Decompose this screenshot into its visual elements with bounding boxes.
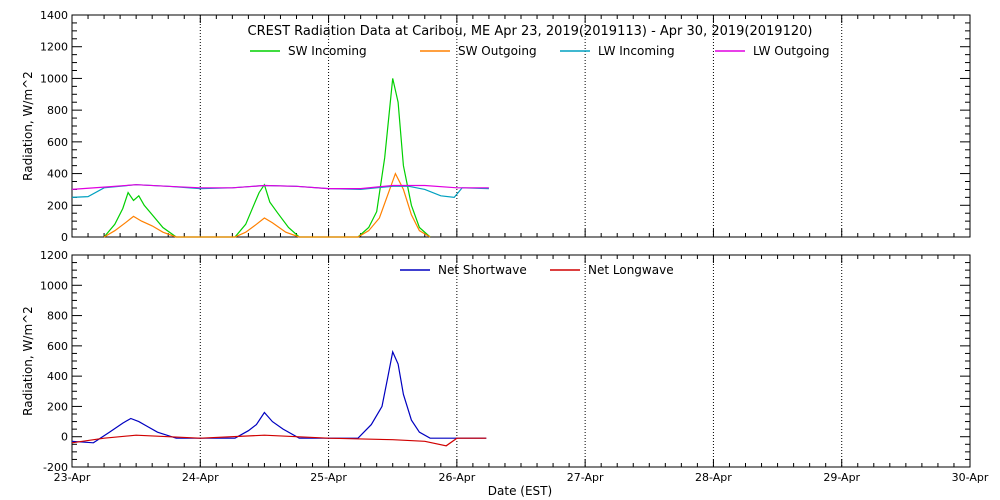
series-line-lw-incoming xyxy=(71,184,489,199)
x-tick-label: 24-Apr xyxy=(182,471,219,484)
x-tick-label: 23-Apr xyxy=(54,471,91,484)
series-line-lw-outgoing xyxy=(71,184,489,190)
legend-label: SW Incoming xyxy=(288,44,367,58)
x-tick-label: 26-Apr xyxy=(438,471,475,484)
x-axis-label: Date (EST) xyxy=(488,484,552,498)
y-tick-label: -200 xyxy=(43,461,68,474)
y-tick-label: 1200 xyxy=(40,249,68,262)
y-tick-label: 400 xyxy=(47,370,68,383)
x-tick-label: 29-Apr xyxy=(823,471,860,484)
y-tick-label: 0 xyxy=(61,231,68,244)
y-tick-label: 0 xyxy=(61,431,68,444)
y-tick-label: 400 xyxy=(47,168,68,181)
y-axis-label: Radiation, W/m^2 xyxy=(21,71,35,181)
y-tick-label: 800 xyxy=(47,104,68,117)
series-line-net-shortwave xyxy=(71,349,487,444)
y-tick-label: 600 xyxy=(47,136,68,149)
y-tick-label: 800 xyxy=(47,310,68,323)
x-tick-label: 30-Apr xyxy=(952,471,989,484)
y-tick-label: 600 xyxy=(47,340,68,353)
upper-panel: 0 200 400 600 800 1000 1200 1400 Radiation, W/m^… xyxy=(21,9,971,244)
y-tick-label: 200 xyxy=(47,400,68,413)
x-tick-label: 27-Apr xyxy=(567,471,604,484)
y-tick-label: 200 xyxy=(47,199,68,212)
figure-title: CREST Radiation Data at Caribou, ME Apr … xyxy=(248,24,813,39)
series-line-net-longwave xyxy=(71,434,487,447)
legend-label: LW Incoming xyxy=(598,44,675,58)
x-tick-label: 25-Apr xyxy=(310,471,347,484)
legend-label: Net Longwave xyxy=(588,263,674,277)
x-tick-label: 28-Apr xyxy=(695,471,732,484)
legend-label: LW Outgoing xyxy=(753,44,830,58)
series-line-sw-incoming xyxy=(103,78,431,238)
lower-panel: 23-Apr 24-Apr 25-Apr 26-Apr 27-Apr 28-Apr 29-A… xyxy=(21,249,989,484)
y-axis-label: Radiation, W/m^2 xyxy=(21,306,35,416)
y-tick-label: 1000 xyxy=(40,72,68,85)
legend-label: SW Outgoing xyxy=(458,44,537,58)
plot-frame xyxy=(71,254,971,468)
y-tick-label: 1400 xyxy=(40,9,68,22)
y-tick-label: 1200 xyxy=(40,41,68,54)
y-tick-label: 1000 xyxy=(40,279,68,292)
series-line-sw-outgoing xyxy=(103,172,431,238)
legend-label: Net Shortwave xyxy=(438,263,527,277)
